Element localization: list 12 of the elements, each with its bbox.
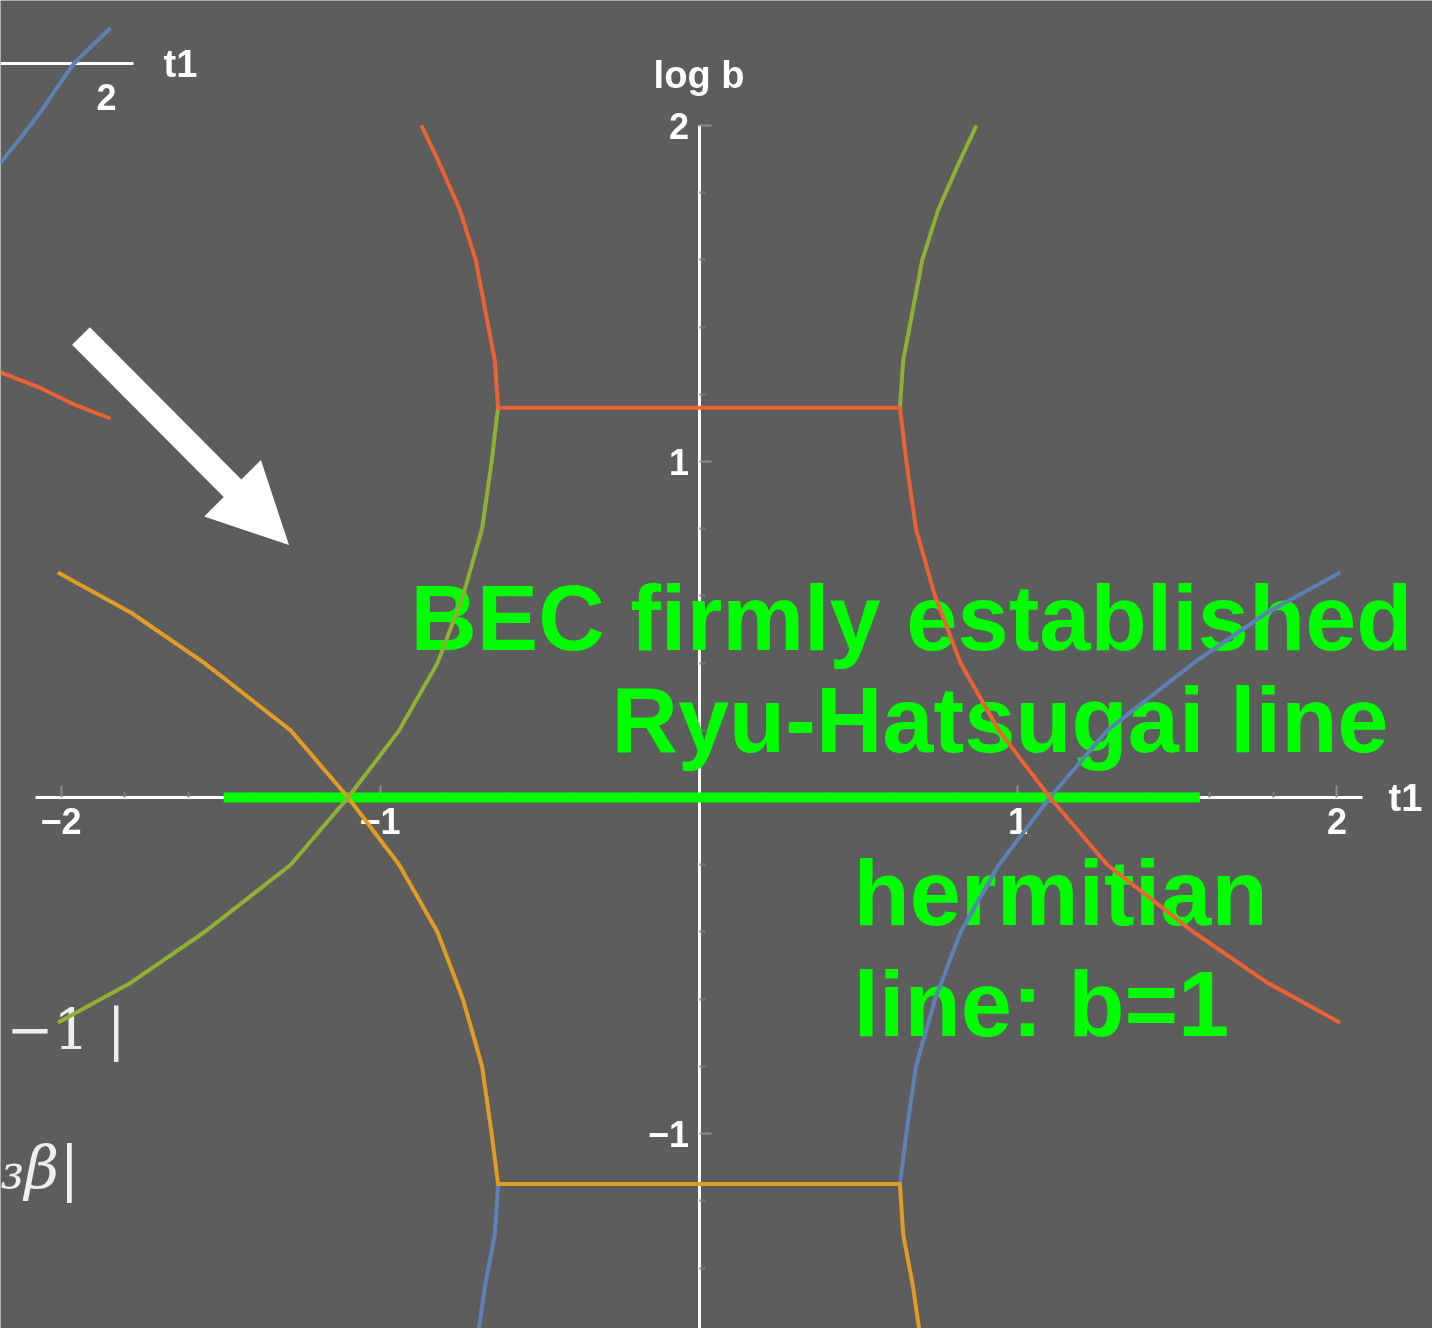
y-axis-title: log b bbox=[653, 54, 745, 97]
annotation: −1 | bbox=[6, 997, 126, 1063]
annotation: 2 bbox=[96, 77, 117, 119]
x-tick-label: −2 bbox=[40, 800, 82, 842]
annotation: line: b=1 bbox=[853, 953, 1230, 1056]
annotation: ₃β| bbox=[0, 1133, 80, 1204]
x-tick-label: 2 bbox=[1326, 800, 1347, 842]
y-tick-label: 2 bbox=[668, 105, 690, 147]
x-axis-title: t1 bbox=[163, 42, 198, 85]
y-tick-label: 1 bbox=[668, 441, 690, 483]
y-tick-label: −1 bbox=[647, 1113, 689, 1155]
x-axis-title: t1 bbox=[1388, 776, 1423, 819]
